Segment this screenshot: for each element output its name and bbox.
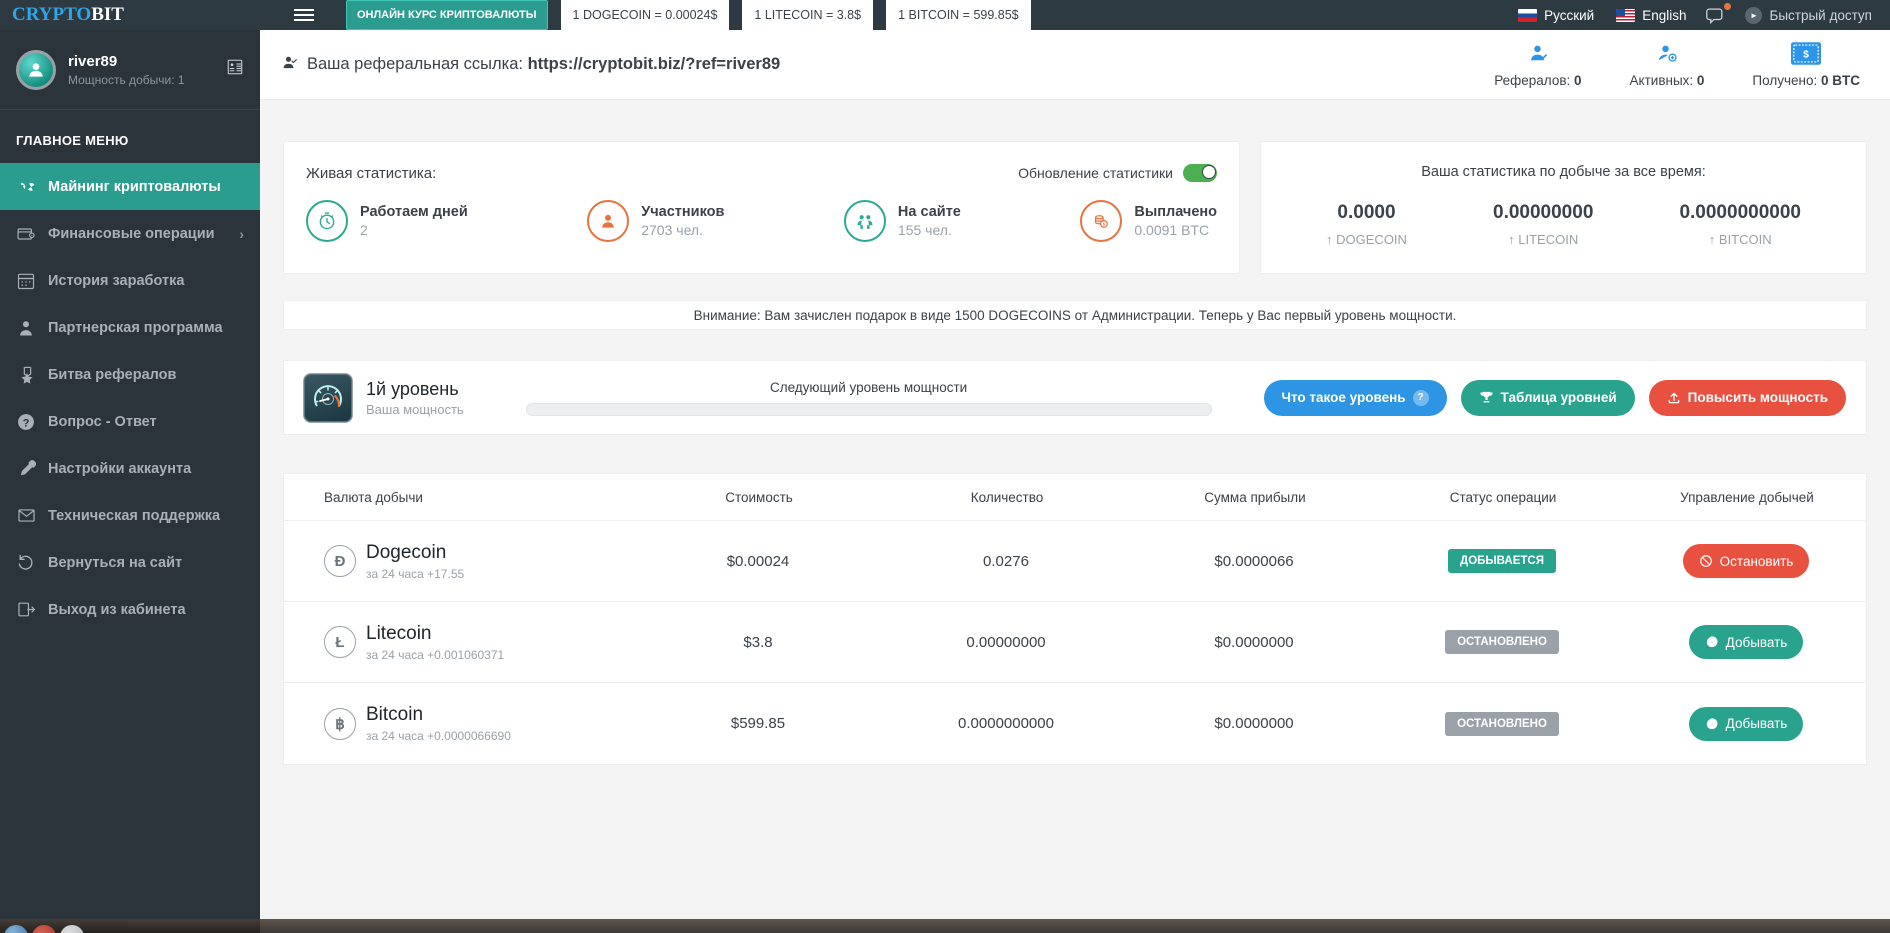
svg-text:$: $: [1803, 49, 1809, 60]
svg-text:?: ?: [23, 417, 30, 429]
